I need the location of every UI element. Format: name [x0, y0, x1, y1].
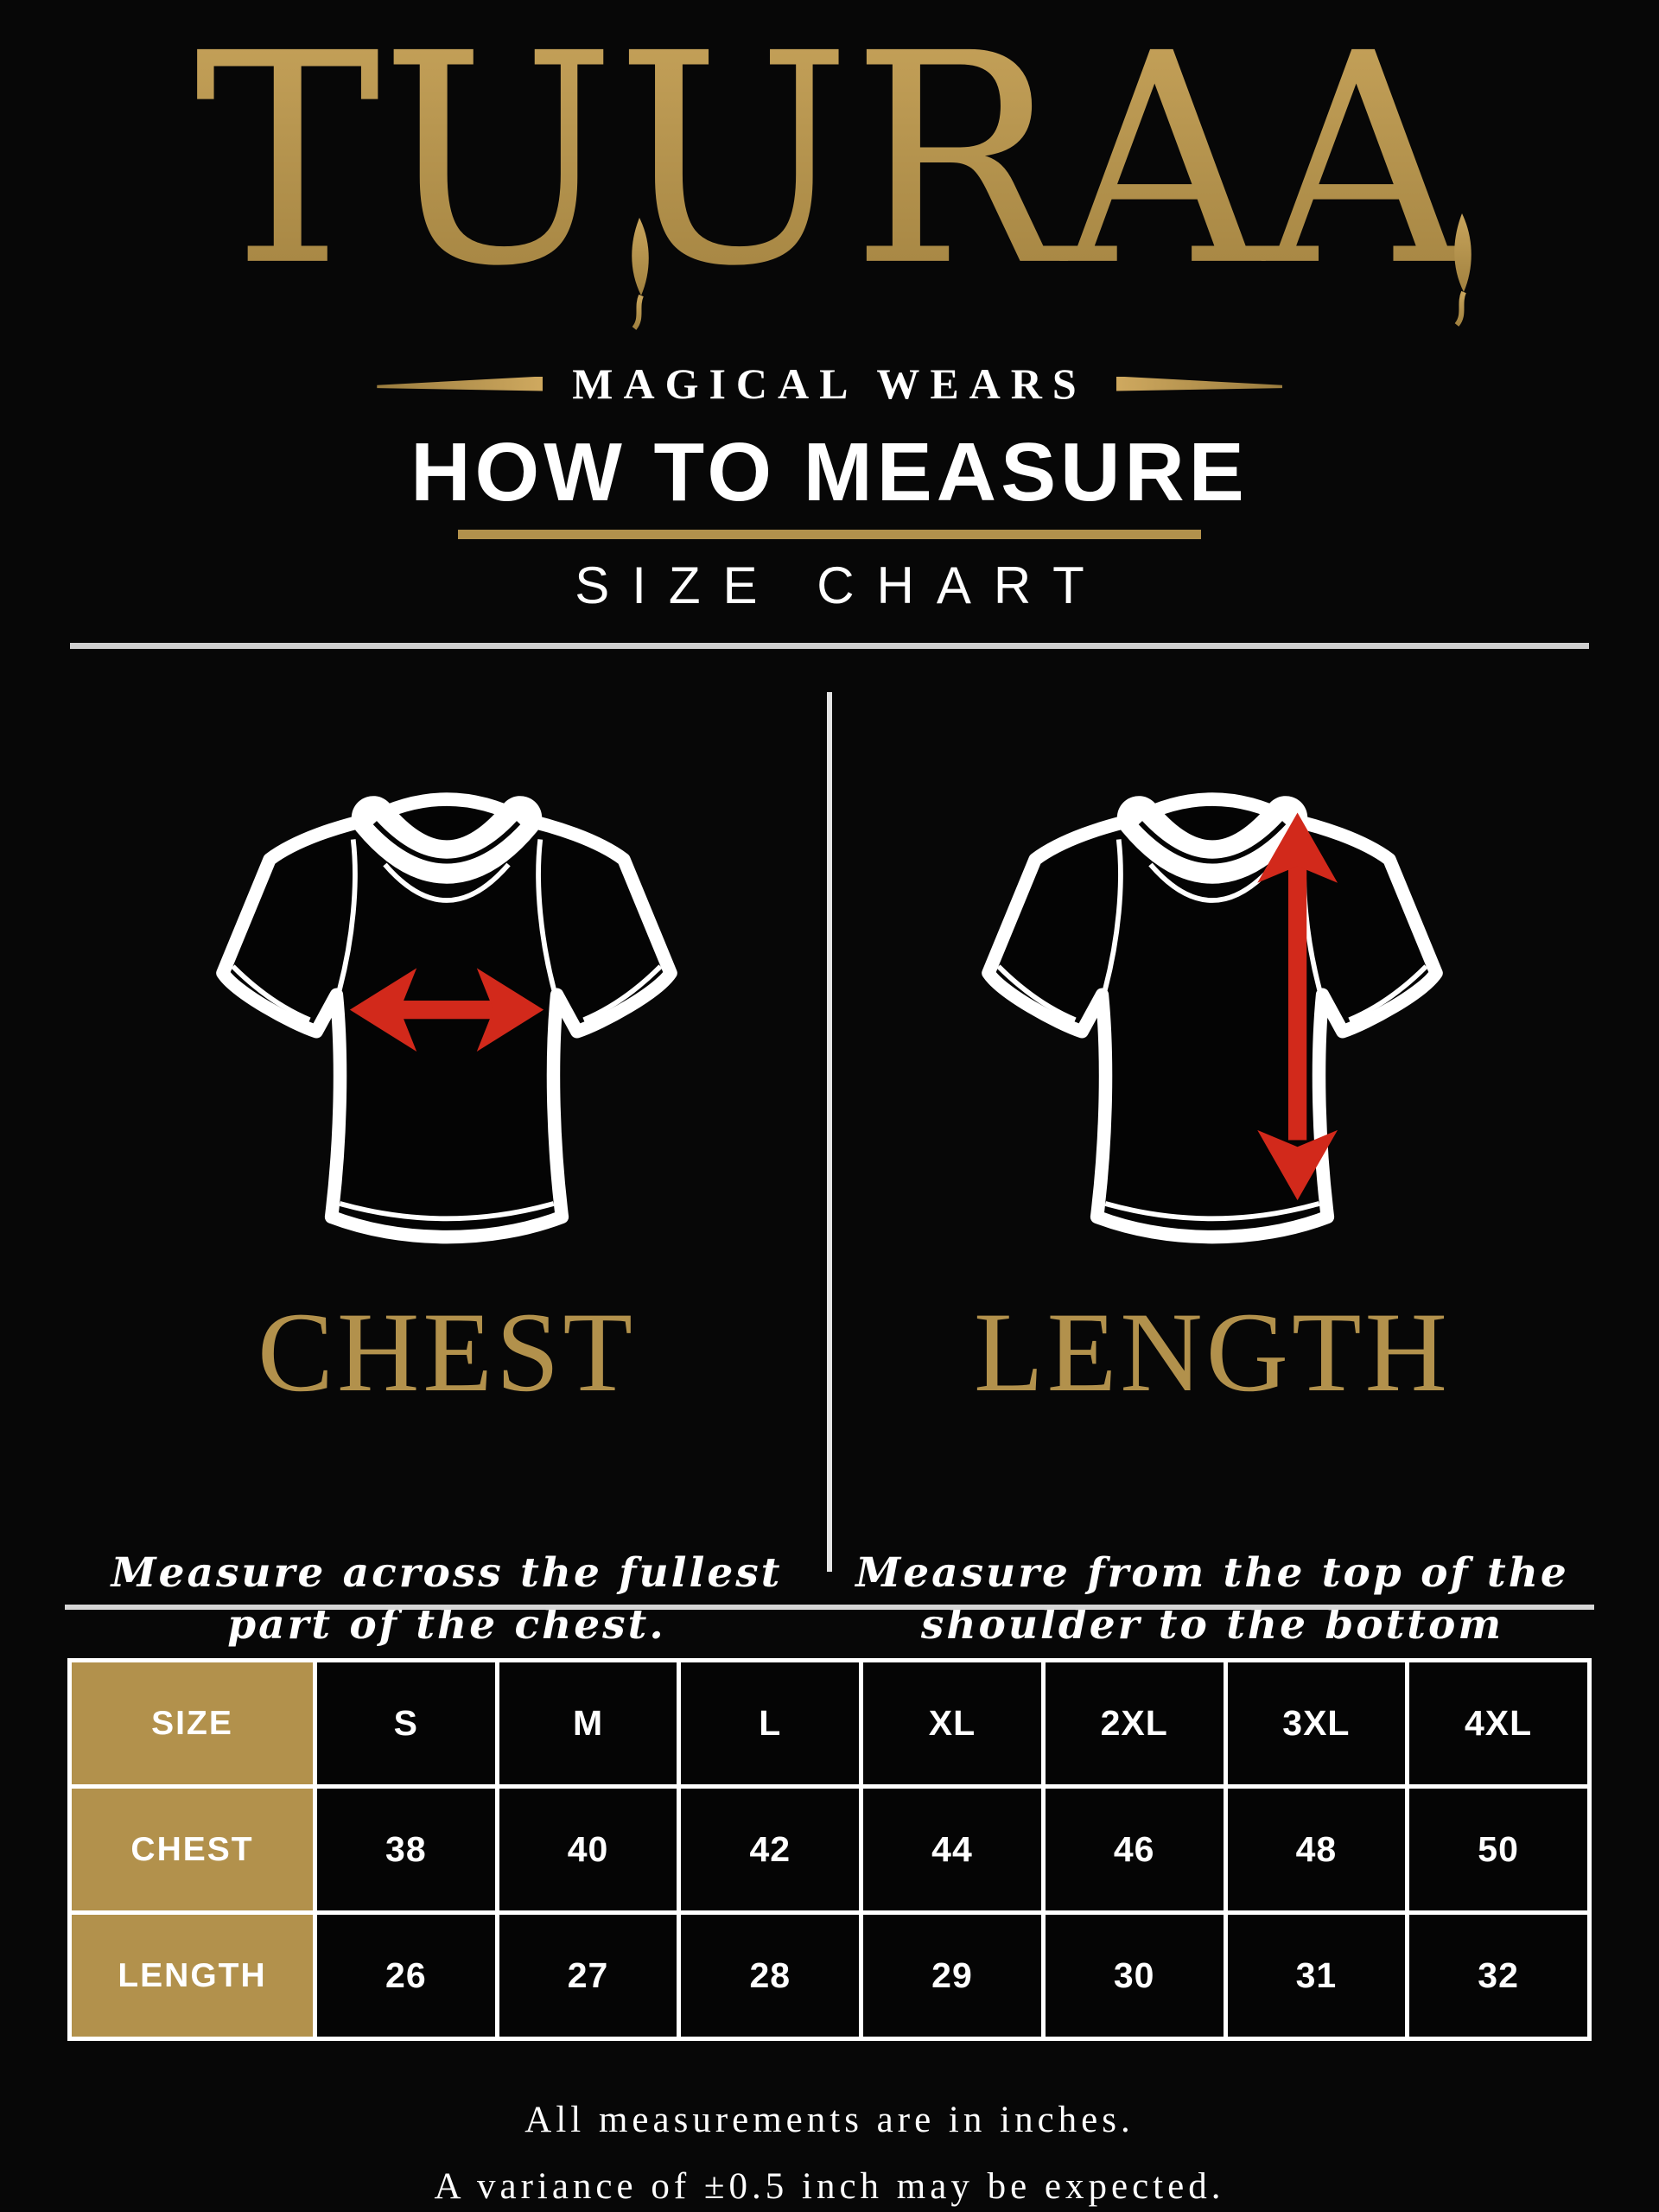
table-cell: 48: [1223, 1784, 1410, 1915]
length-heading: LENGTH: [974, 1288, 1451, 1415]
table-cell: 38: [313, 1784, 499, 1915]
table-header-row: SIZE S M L XL 2XL 3XL 4XL: [67, 1658, 1592, 1789]
size-column-header: 3XL: [1223, 1658, 1410, 1789]
collar-seam-line: [383, 862, 511, 903]
right-cuff-seam: [582, 964, 663, 1022]
collar-rib-line: [1138, 821, 1287, 864]
length-row: LENGTH 26 27 28 29 30 31 32: [67, 1910, 1592, 2041]
left-cuff-seam: [231, 964, 311, 1022]
table-cell: 31: [1223, 1910, 1410, 2041]
table-cell: 42: [677, 1784, 864, 1915]
row-label-cell: CHEST: [67, 1784, 317, 1915]
hem-seam: [339, 1201, 555, 1222]
brand-tagline: MAGICAL WEARS: [572, 359, 1087, 408]
chest-description-line: Measure across the fullest: [111, 1548, 783, 1597]
brand-logo-lettering: TUURAA: [194, 0, 1471, 330]
table-cell: 50: [1405, 1784, 1592, 1915]
tshirt-outline: [982, 792, 1443, 1244]
table-cell: 26: [313, 1910, 499, 2041]
table-cell: 46: [1040, 1784, 1228, 1915]
left-sleeve-seam: [1101, 839, 1123, 996]
gold-dash-left: [377, 376, 543, 391]
title-underline: [458, 530, 1201, 539]
length-section: LENGTH Measure from the top of the shoul…: [832, 692, 1592, 1700]
left-sleeve-seam: [335, 839, 358, 996]
chest-arrow-icon: [349, 968, 544, 1052]
size-column-header: 4XL: [1405, 1658, 1592, 1789]
page-title: HOW TO MEASURE: [410, 426, 1249, 518]
collar-rib-line: [372, 821, 521, 864]
table-cell: 30: [1040, 1910, 1228, 2041]
table-cell: 29: [859, 1910, 1046, 2041]
hem-seam: [1104, 1201, 1320, 1222]
tshirt-chest-illustration: [216, 792, 677, 1244]
size-column-header: 2XL: [1040, 1658, 1228, 1789]
brand-name-text: TUURAA: [194, 36, 1468, 330]
chest-row: CHEST 38 40 42 44 46 48 50: [67, 1784, 1592, 1915]
right-cuff-seam: [1348, 964, 1428, 1022]
chest-section: CHEST Measure across the fullest part of…: [67, 692, 827, 1649]
table-cell: 40: [494, 1784, 682, 1915]
section-divider-top: [70, 643, 1589, 649]
table-corner-cell: SIZE: [67, 1658, 317, 1789]
footnote-variance: A variance of ±0.5 inch may be expected.: [434, 2166, 1225, 2207]
size-column-header: S: [313, 1658, 499, 1789]
brand-logo: TUURAA: [156, 0, 1503, 334]
footnote-units: All measurements are in inches.: [524, 2100, 1135, 2140]
right-sleeve-seam: [536, 839, 558, 996]
length-arrow-icon: [1257, 812, 1338, 1201]
chest-description: Measure across the fullest part of the c…: [111, 1548, 783, 1651]
table-cell: 44: [859, 1784, 1046, 1915]
measure-columns: CHEST Measure across the fullest part of…: [67, 692, 1592, 1700]
length-description-line: Measure from the top of the: [855, 1548, 1569, 1597]
page-subtitle: SIZE CHART: [575, 556, 1107, 614]
size-table: SIZE S M L XL 2XL 3XL 4XL CHEST 38 40 42…: [67, 1658, 1592, 2041]
brand-tagline-row: MAGICAL WEARS: [377, 359, 1281, 409]
chest-heading: CHEST: [257, 1288, 637, 1415]
table-cell: 28: [677, 1910, 864, 2041]
tshirt-length-illustration: [982, 792, 1443, 1244]
size-column-header: M: [494, 1658, 682, 1789]
section-divider-table: [65, 1605, 1594, 1610]
logo-leaf-flourish-icon: [632, 213, 1471, 330]
size-column-header: XL: [859, 1658, 1046, 1789]
size-column-header: L: [677, 1658, 864, 1789]
row-label-cell: LENGTH: [67, 1910, 317, 2041]
table-cell: 27: [494, 1910, 682, 2041]
column-divider: [827, 692, 832, 1572]
gold-dash-right: [1116, 377, 1282, 391]
table-cell: 32: [1405, 1910, 1592, 2041]
left-cuff-seam: [996, 964, 1077, 1022]
